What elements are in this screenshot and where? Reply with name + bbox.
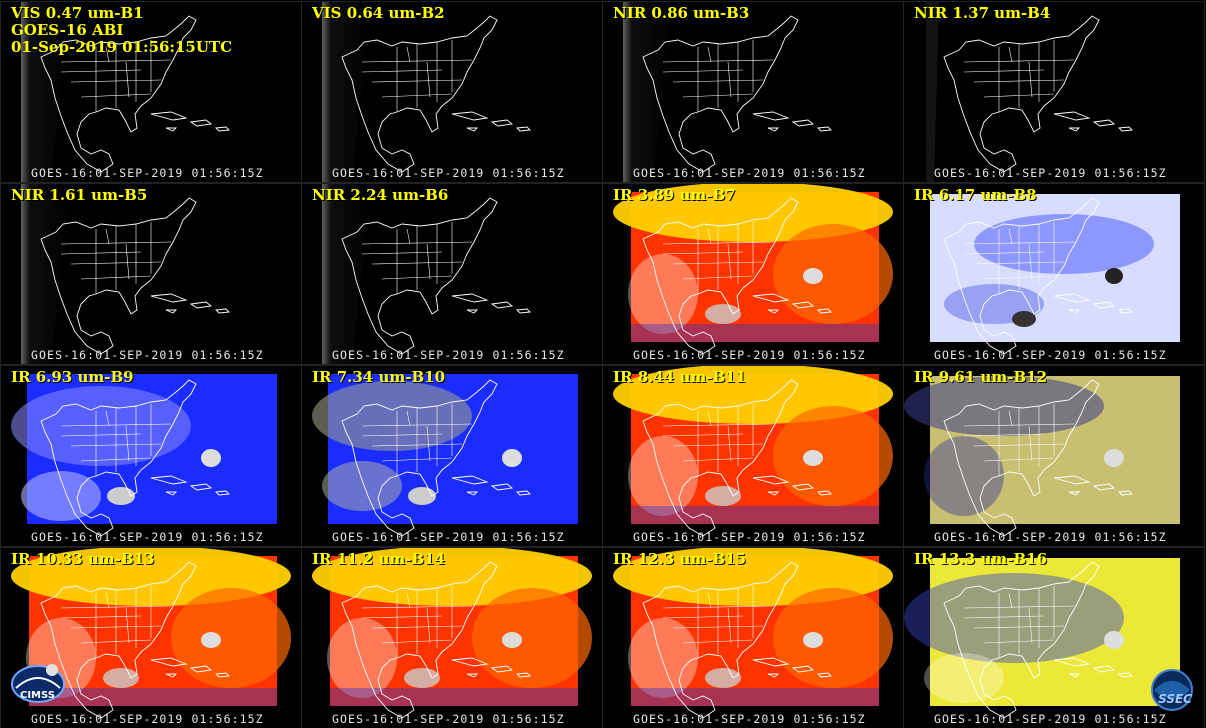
panel-footer: GOES-16:01-SEP-2019 01:56:15Z [934,712,1167,726]
satellite-map [930,194,1180,355]
satellite-map [11,374,277,537]
band-label: NIR 2.24 um-B6 [312,186,449,204]
band-label: IR 3.89 um-B7 [613,186,736,204]
band-panel: VIS 0.47 um-B1 GOES-16 ABI 01-Sep-2019 01:… [0,1,302,183]
panel-footer: GOES-16:01-SEP-2019 01:56:15Z [633,166,866,180]
band-label: VIS 0.47 um-B1 [11,4,144,22]
panel-footer: GOES-16:01-SEP-2019 01:56:15Z [934,348,1167,362]
panel-footer: GOES-16:01-SEP-2019 01:56:15Z [332,348,565,362]
panel-footer: GOES-16:01-SEP-2019 01:56:15Z [332,166,565,180]
satellite-map [312,548,592,719]
ssec-logo [1144,664,1200,712]
cimss-logo [8,658,68,704]
panel-footer: GOES-16:01-SEP-2019 01:56:15Z [31,712,264,726]
satellite-map [613,366,893,537]
panel-footer: GOES-16:01-SEP-2019 01:56:15Z [31,530,264,544]
panel-footer: GOES-16:01-SEP-2019 01:56:15Z [332,530,565,544]
band-panel: NIR 1.61 um-B5 GOES-16:01-SEP-2019 01:56:… [0,183,302,365]
cimss-logo-text: CIMSS [20,690,55,701]
band-panel: NIR 0.86 um-B3 GOES-16:01-SEP-2019 01:56:… [602,1,904,183]
satellite-map [623,2,832,182]
satellite-map [21,2,230,182]
band-panel: IR 10.33 um-B13 GOES-16:01-SEP-2019 01:56… [0,547,302,728]
band-panel: IR 6.17 um-B8 GOES-16:01-SEP-2019 01:56:1… [903,183,1205,365]
satellite-map [904,558,1180,719]
band-label: IR 7.34 um-B10 [312,368,446,386]
band-label: NIR 1.61 um-B5 [11,186,148,204]
band-panel: IR 3.89 um-B7 GOES-16:01-SEP-2019 01:56:1… [602,183,904,365]
band-label: IR 8.44 um-B11 [613,368,747,386]
panel-footer: GOES-16:01-SEP-2019 01:56:15Z [31,348,264,362]
band-panel: IR 6.93 um-B9 GOES-16:01-SEP-2019 01:56:1… [0,365,302,547]
satellite-map [613,184,893,355]
band-panel: IR 8.44 um-B11 GOES-16:01-SEP-2019 01:56:… [602,365,904,547]
satellite-name: GOES-16 ABI [11,21,124,39]
panel-footer: GOES-16:01-SEP-2019 01:56:15Z [31,166,264,180]
panel-footer: GOES-16:01-SEP-2019 01:56:15Z [934,530,1167,544]
ssec-logo-text: SSEC [1158,692,1192,706]
band-panel: NIR 1.37 um-B4 GOES-16:01-SEP-2019 01:56:… [903,1,1205,183]
band-label: IR 13.3 um-B16 [914,550,1048,568]
band-panel: NIR 2.24 um-B6 GOES-16:01-SEP-2019 01:56:… [301,183,603,365]
band-label: IR 9.61 um-B12 [914,368,1048,386]
satellite-map [21,184,230,364]
band-label: NIR 1.37 um-B4 [914,4,1051,22]
band-label: IR 12.3 um-B15 [613,550,747,568]
satellite-map [613,548,893,719]
panel-footer: GOES-16:01-SEP-2019 01:56:15Z [332,712,565,726]
band-label: IR 6.93 um-B9 [11,368,134,386]
band-label: IR 6.17 um-B8 [914,186,1037,204]
band-panel: VIS 0.64 um-B2 GOES-16:01-SEP-2019 01:56:… [301,1,603,183]
panel-footer: GOES-16:01-SEP-2019 01:56:15Z [633,530,866,544]
panel-footer: GOES-16:01-SEP-2019 01:56:15Z [633,348,866,362]
panel-footer: GOES-16:01-SEP-2019 01:56:15Z [934,166,1167,180]
satellite-map [904,376,1180,537]
band-panel: IR 11.2 um-B14 GOES-16:01-SEP-2019 01:56:… [301,547,603,728]
satellite-map [312,374,578,537]
satellite-map [322,2,531,182]
band-panel: IR 12.3 um-B15 GOES-16:01-SEP-2019 01:56:… [602,547,904,728]
satellite-map [11,548,291,719]
panel-footer: GOES-16:01-SEP-2019 01:56:15Z [633,712,866,726]
band-panel: IR 9.61 um-B12 GOES-16:01-SEP-2019 01:56:… [903,365,1205,547]
band-panel: IR 7.34 um-B10 GOES-16:01-SEP-2019 01:56:… [301,365,603,547]
band-label: IR 11.2 um-B14 [312,550,446,568]
timestamp: 01-Sep-2019 01:56:15UTC [11,38,233,56]
satellite-map [322,184,531,364]
band-label: VIS 0.64 um-B2 [312,4,445,22]
band-label: IR 10.33 um-B13 [11,550,155,568]
band-label: NIR 0.86 um-B3 [613,4,750,22]
satellite-map [926,2,1133,182]
